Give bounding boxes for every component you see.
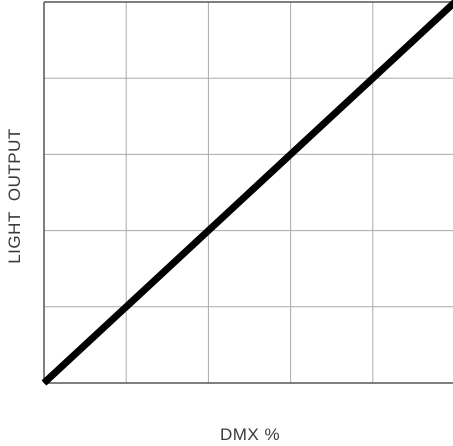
grid-lines (44, 2, 453, 383)
plot-frame (43, 1, 453, 384)
series-layer (41, 0, 453, 386)
x-axis-label: DMX % (220, 425, 280, 444)
y-axis-label: LIGHT OUTPUT (5, 128, 24, 264)
series-line (41, 0, 453, 386)
